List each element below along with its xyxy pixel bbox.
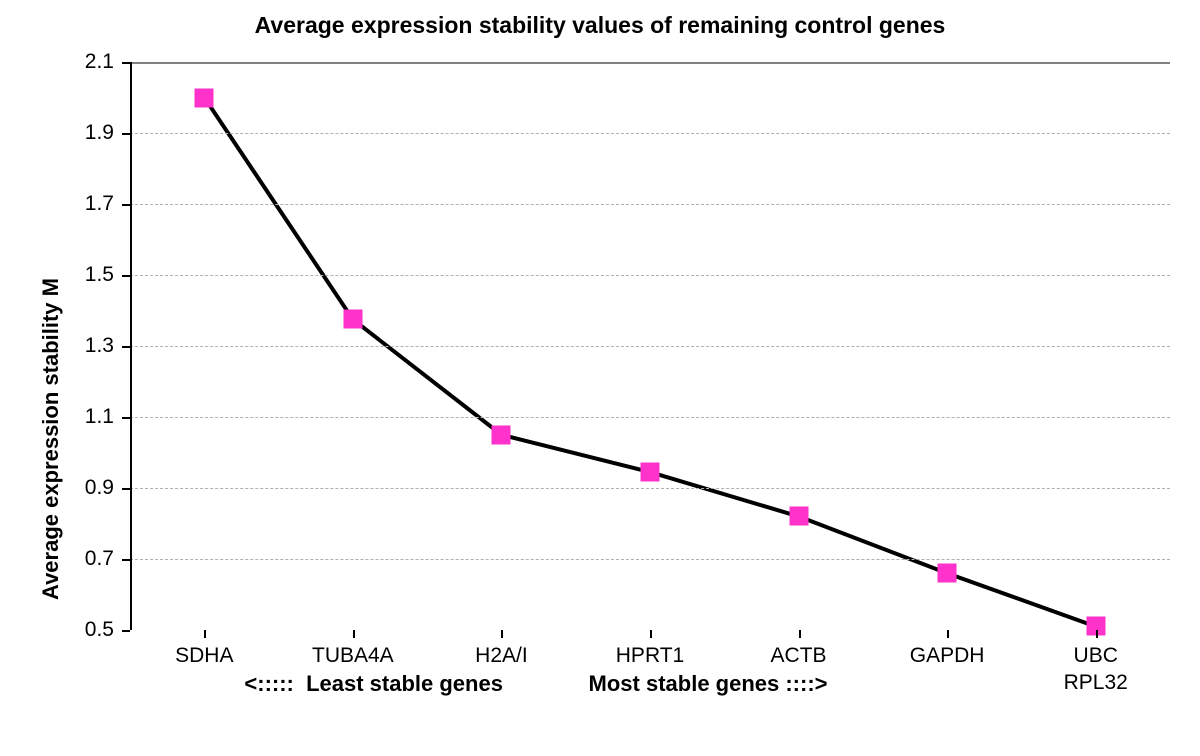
y-tick-mark [122,62,130,64]
x-tick-label: SDHA [175,644,233,668]
x-tick-mark [650,630,652,638]
series-path [204,98,1095,627]
y-tick-mark [122,559,130,561]
x-tick-mark [353,630,355,638]
gridline [130,488,1170,489]
gridline [130,559,1170,560]
x-tick-mark [799,630,801,638]
x-tick-label: GAPDH [910,644,985,668]
y-tick-mark [122,133,130,135]
data-marker [938,564,957,583]
x-tick-label: H2A/I [475,644,528,668]
y-tick-label: 2.1 [64,50,114,74]
y-tick-label: 1.1 [64,405,114,429]
stability-chart: Average expression stability values of r… [0,0,1200,756]
y-tick-label: 1.5 [64,263,114,287]
y-tick-mark [122,275,130,277]
y-axis-label: Average expression stability M [38,278,64,600]
y-tick-label: 0.5 [64,618,114,642]
y-tick-label: 0.9 [64,476,114,500]
y-tick-label: 1.9 [64,121,114,145]
y-tick-mark [122,346,130,348]
x-tick-label: HPRT1 [616,644,684,668]
gridline [130,133,1170,134]
data-marker [789,507,808,526]
x-tick-mark [204,630,206,638]
data-marker [195,88,214,107]
data-marker [641,463,660,482]
y-tick-mark [122,488,130,490]
x-tick-mark [947,630,949,638]
gridline [130,204,1170,205]
gridline [130,275,1170,276]
x-tick-label: ACTB [771,644,827,668]
x-tick-label: TUBA4A [312,644,394,668]
data-marker [343,310,362,329]
x-tick-mark [1096,630,1098,638]
y-tick-mark [122,417,130,419]
chart-title: Average expression stability values of r… [0,12,1200,39]
y-tick-label: 0.7 [64,547,114,571]
y-axis-line [130,62,132,630]
data-marker [492,425,511,444]
x-tick-label: UBC [1074,644,1118,668]
gridline [130,346,1170,347]
y-tick-label: 1.7 [64,192,114,216]
y-tick-label: 1.3 [64,334,114,358]
plot-area [130,62,1170,630]
y-tick-mark [122,630,130,632]
x-tick-mark [501,630,503,638]
gridline [130,417,1170,418]
x-tick-sublabel: RPL32 [1064,671,1128,695]
y-tick-mark [122,204,130,206]
axis-caption: <::::: Least stable genes Most stable ge… [244,671,827,697]
